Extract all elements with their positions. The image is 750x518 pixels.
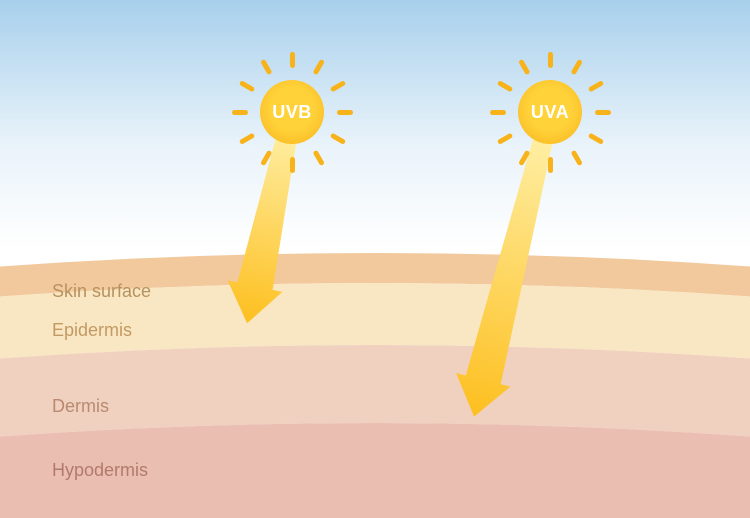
sun-disc-uvb: UVB (260, 80, 324, 144)
sun-label-uvb: UVB (272, 102, 312, 123)
sun-ray (587, 80, 603, 92)
sun-ray (548, 52, 553, 68)
sun-ray (337, 110, 353, 115)
sun-label-uva: UVA (531, 102, 569, 123)
sun-ray (570, 58, 582, 74)
sun-ray (595, 110, 611, 115)
diagram-canvas: UVB UVA Skin surface Epidermis Dermis Hypode… (0, 0, 750, 518)
sun-ray (238, 80, 254, 92)
sun-ray (518, 149, 530, 165)
label-epidermis: Epidermis (52, 320, 132, 341)
sun-ray (329, 132, 345, 144)
sun-ray (260, 149, 272, 165)
sun-ray (238, 132, 254, 144)
sun-disc-uva: UVA (518, 80, 582, 144)
sun-ray (490, 110, 506, 115)
sun-uvb: UVB (234, 54, 350, 170)
sun-ray (570, 149, 582, 165)
sun-ray (329, 80, 345, 92)
sun-ray (260, 58, 272, 74)
sun-ray (587, 132, 603, 144)
sun-ray (232, 110, 248, 115)
sun-uva: UVA (492, 54, 608, 170)
sun-ray (312, 58, 324, 74)
sun-ray (518, 58, 530, 74)
sun-ray (496, 80, 512, 92)
label-hypodermis: Hypodermis (52, 460, 148, 481)
sun-ray (290, 157, 295, 173)
skin-layers (0, 0, 750, 518)
sun-ray (496, 132, 512, 144)
sun-ray (290, 52, 295, 68)
sun-ray (548, 157, 553, 173)
label-skin-surface: Skin surface (52, 281, 151, 302)
sun-ray (312, 149, 324, 165)
label-dermis: Dermis (52, 396, 109, 417)
